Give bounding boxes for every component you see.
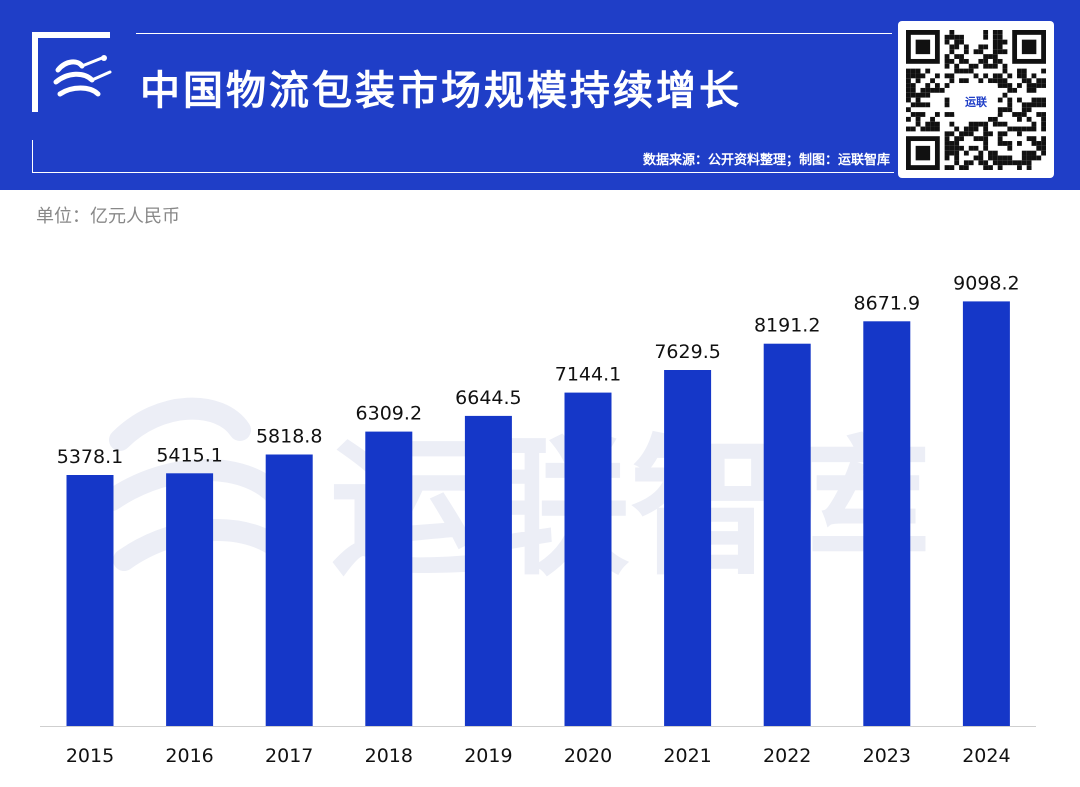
value-label-2023: 8671.9 bbox=[854, 292, 920, 314]
bar-2021 bbox=[664, 370, 711, 726]
x-tick-label-2017: 2017 bbox=[265, 745, 313, 767]
watermark-text: 运联智库 bbox=[330, 422, 930, 596]
value-label-2022: 8191.2 bbox=[754, 315, 820, 337]
x-tick-label-2020: 2020 bbox=[564, 745, 612, 767]
header-rule-bottom bbox=[32, 172, 894, 173]
data-source-note: 数据来源：公开资料整理；制图：运联智库 bbox=[643, 149, 890, 168]
x-tick-label-2024: 2024 bbox=[962, 745, 1010, 767]
bar-2024 bbox=[963, 301, 1010, 726]
value-label-2016: 5415.1 bbox=[156, 444, 222, 466]
x-tick-label-2015: 2015 bbox=[66, 745, 114, 767]
header-banner: 中国物流包装市场规模持续增长 数据来源：公开资料整理；制图：运联智库 运联 bbox=[0, 0, 1080, 190]
x-tick-label-2016: 2016 bbox=[165, 745, 213, 767]
bar-2019 bbox=[465, 416, 512, 726]
header-rule-top bbox=[136, 33, 892, 34]
unit-label: 单位：亿元人民币 bbox=[36, 202, 180, 228]
bar-2016 bbox=[166, 473, 213, 726]
bar-2022 bbox=[764, 344, 811, 726]
value-label-2024: 9098.2 bbox=[953, 272, 1019, 294]
x-tick-label-2019: 2019 bbox=[464, 745, 512, 767]
value-label-2015: 5378.1 bbox=[57, 446, 123, 468]
bar-2015 bbox=[67, 475, 114, 726]
bar-chart: 运联智库 5378.1 5415.1 5818.8 6309.2 6644.5 7144.… bbox=[0, 230, 1080, 787]
bar-2017 bbox=[266, 455, 313, 727]
value-label-2017: 5818.8 bbox=[256, 426, 322, 448]
bar-2018 bbox=[365, 432, 412, 726]
x-tick-label-2023: 2023 bbox=[863, 745, 911, 767]
value-label-2021: 7629.5 bbox=[654, 341, 720, 363]
bar-2023 bbox=[863, 321, 910, 726]
value-label-2019: 6644.5 bbox=[455, 387, 521, 409]
value-label-2020: 7144.1 bbox=[555, 364, 621, 386]
header-rule-tick bbox=[32, 140, 33, 173]
page-title: 中国物流包装市场规模持续增长 bbox=[140, 58, 742, 116]
qr-badge-text: 运联 bbox=[965, 94, 987, 108]
x-tick-label-2018: 2018 bbox=[365, 745, 413, 767]
value-label-2018: 6309.2 bbox=[356, 403, 422, 425]
bar-2020 bbox=[565, 393, 612, 726]
x-tick-label-2022: 2022 bbox=[763, 745, 811, 767]
yunlian-logo-icon bbox=[52, 52, 114, 104]
qr-code-icon: 运联 bbox=[898, 21, 1054, 178]
x-tick-label-2021: 2021 bbox=[663, 745, 711, 767]
